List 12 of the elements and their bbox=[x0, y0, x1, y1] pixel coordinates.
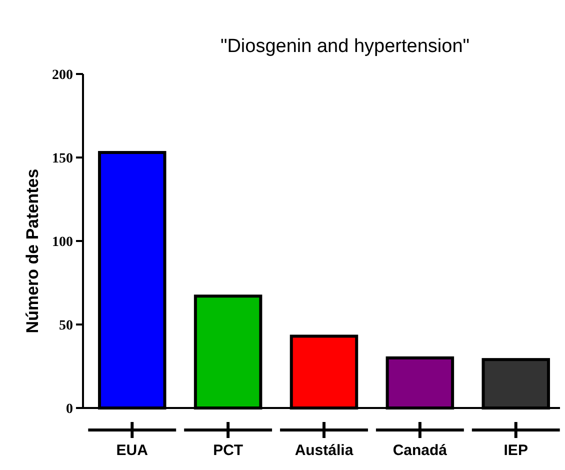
y-tick-label: 50 bbox=[59, 318, 73, 334]
x-tick-label: Canadá bbox=[392, 442, 448, 459]
x-tick-label: EUA bbox=[116, 442, 148, 459]
x-tick-label: Austália bbox=[294, 442, 354, 459]
y-tick-label: 100 bbox=[52, 234, 73, 250]
y-tick-label: 200 bbox=[52, 68, 73, 83]
y-tick-label: 150 bbox=[52, 151, 73, 166]
chart-title: "Diosgenin and hypertension" bbox=[220, 36, 470, 57]
x-tick-label: IEP bbox=[504, 442, 528, 459]
x-tick-label: PCT bbox=[213, 442, 244, 459]
y-tick-label: 0 bbox=[66, 402, 73, 417]
y-axis-title: Número de Patentes bbox=[23, 168, 42, 334]
